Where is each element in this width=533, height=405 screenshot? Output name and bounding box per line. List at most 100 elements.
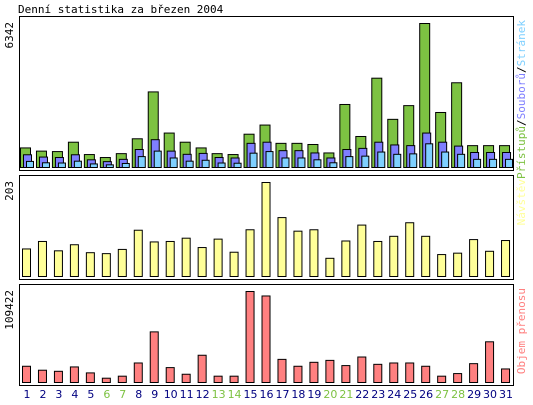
visits-panel-max-label: 203 (3, 181, 16, 201)
kbytes-panel-bar-day-9 (149, 331, 159, 383)
visits-panel-bar-day-27 (437, 254, 447, 278)
hits-panel-legend-separator: / (515, 119, 528, 126)
kbytes-panel-bar-day-1 (22, 365, 31, 383)
bar-stránek-day-26 (425, 143, 434, 169)
day-label-23: 23 (371, 388, 385, 401)
bar-stránek-day-27 (441, 151, 450, 168)
bar-stránek-day-3 (57, 162, 66, 168)
visits-panel-bar-day-20 (325, 257, 335, 277)
visits-panel-bar-day-16 (261, 182, 271, 277)
chart-title: Denní statistika za březen 2004 (18, 3, 224, 16)
visits-panel: 203 Návštěv (3, 175, 528, 280)
visits-panel-bar-day-28 (453, 252, 463, 277)
day-label-12: 12 (196, 388, 210, 401)
kbytes-panel-bar-day-20 (325, 359, 335, 384)
visits-panel-bar-day-12 (197, 247, 207, 277)
bar-stránek-day-16 (265, 151, 274, 168)
visits-panel-bar-day-19 (309, 229, 319, 277)
hits-panel-max-label: 6342 (3, 22, 16, 49)
visits-panel-bar-day-15 (245, 229, 255, 277)
bar-stránek-day-7 (121, 162, 130, 169)
day-label-8: 8 (135, 388, 142, 401)
day-label-29: 29 (467, 388, 481, 401)
hits-panel-legend-separator: / (515, 66, 528, 73)
visits-panel-bar-day-9 (149, 241, 159, 278)
visits-panel-bar-day-29 (469, 239, 479, 277)
visits-panel-bar-day-26 (421, 235, 431, 277)
kbytes-panel-bar-day-30 (485, 341, 495, 384)
day-label-1: 1 (23, 388, 30, 401)
day-label-20: 20 (323, 388, 337, 401)
bar-stránek-day-8 (137, 156, 146, 169)
bar-stránek-day-29 (473, 158, 482, 168)
bar-stránek-day-22 (361, 155, 370, 168)
visits-panel-bar-day-8 (133, 229, 143, 278)
visits-panel-bar-day-30 (485, 250, 495, 278)
visits-panel-bar-day-5 (85, 252, 95, 277)
hits-panel-legend-2: Souborů (515, 73, 528, 119)
kbytes-panel-bar-day-7 (117, 375, 127, 384)
bar-stránek-day-19 (313, 159, 322, 169)
bar-stránek-day-20 (329, 162, 338, 168)
day-label-9: 9 (151, 388, 158, 401)
day-label-22: 22 (355, 388, 369, 401)
visits-panel-bar-day-23 (373, 240, 383, 277)
day-label-2: 2 (39, 388, 46, 401)
kbytes-panel-bar-day-15 (245, 291, 255, 383)
kbytes-panel-bar-day-22 (357, 356, 367, 383)
kbytes-panel-bar-day-18 (293, 365, 303, 383)
kbytes-panel-bar-day-31 (501, 368, 511, 383)
bar-stránek-day-25 (409, 153, 418, 168)
bar-stránek-day-15 (249, 152, 258, 168)
kbytes-panel-max-label: 109422 (3, 290, 16, 330)
kbytes-panel-bar-day-17 (277, 358, 287, 383)
bar-stránek-day-13 (217, 162, 226, 168)
bar-stránek-day-14 (233, 162, 242, 169)
kbytes-panel-bar-day-24 (389, 362, 399, 383)
bar-stránek-day-17 (281, 157, 290, 169)
visits-panel-bar-day-1 (22, 248, 31, 277)
visits-panel-bar-day-18 (293, 230, 303, 277)
day-label-19: 19 (307, 388, 321, 401)
kbytes-panel-bar-day-23 (373, 363, 383, 383)
kbytes-panel-bar-day-19 (309, 361, 319, 384)
day-label-28: 28 (451, 388, 465, 401)
kbytes-panel-bar-day-13 (213, 375, 223, 384)
visits-panel-legend: Návštěv (515, 179, 528, 226)
bar-stránek-day-5 (89, 163, 98, 168)
day-label-7: 7 (119, 388, 126, 401)
kbytes-panel-bar-day-4 (69, 366, 79, 384)
kbytes-panel-legend: Objem přenosu (515, 288, 528, 374)
kbytes-panel-bar-day-29 (469, 363, 479, 384)
bar-stránek-day-28 (457, 153, 466, 168)
visits-panel-bar-day-13 (213, 238, 223, 277)
visits-panel-bar-day-3 (53, 250, 63, 277)
day-label-13: 13 (212, 388, 226, 401)
day-label-3: 3 (55, 388, 62, 401)
kbytes-panel-bar-day-6 (101, 377, 111, 383)
day-label-5: 5 (87, 388, 94, 401)
visits-panel-bar-day-24 (389, 235, 399, 277)
bar-stránek-day-2 (41, 162, 50, 168)
visits-panel-bar-day-17 (277, 217, 287, 278)
kbytes-panel-bar-day-11 (181, 373, 191, 384)
day-label-25: 25 (403, 388, 417, 401)
day-label-26: 26 (419, 388, 433, 401)
hits-panel-legend-3: Stránek (515, 20, 528, 67)
kbytes-panel-bar-day-14 (229, 375, 239, 384)
day-label-6: 6 (103, 388, 110, 401)
day-label-27: 27 (435, 388, 449, 401)
day-label-11: 11 (180, 388, 194, 401)
day-label-21: 21 (339, 388, 353, 401)
bar-stránek-day-21 (345, 156, 354, 169)
kbytes-panel-legend-1: Objem přenosu (515, 288, 528, 374)
bar-stránek-day-4 (73, 160, 82, 169)
kbytes-panel-bar-day-25 (405, 362, 415, 383)
day-label-16: 16 (260, 388, 274, 401)
kbytes-panel-bar-day-2 (37, 369, 47, 383)
kbytes-panel-bar-day-27 (437, 375, 447, 384)
kbytes-panel-bar-day-5 (85, 372, 95, 384)
visits-panel-bar-day-6 (101, 253, 111, 278)
